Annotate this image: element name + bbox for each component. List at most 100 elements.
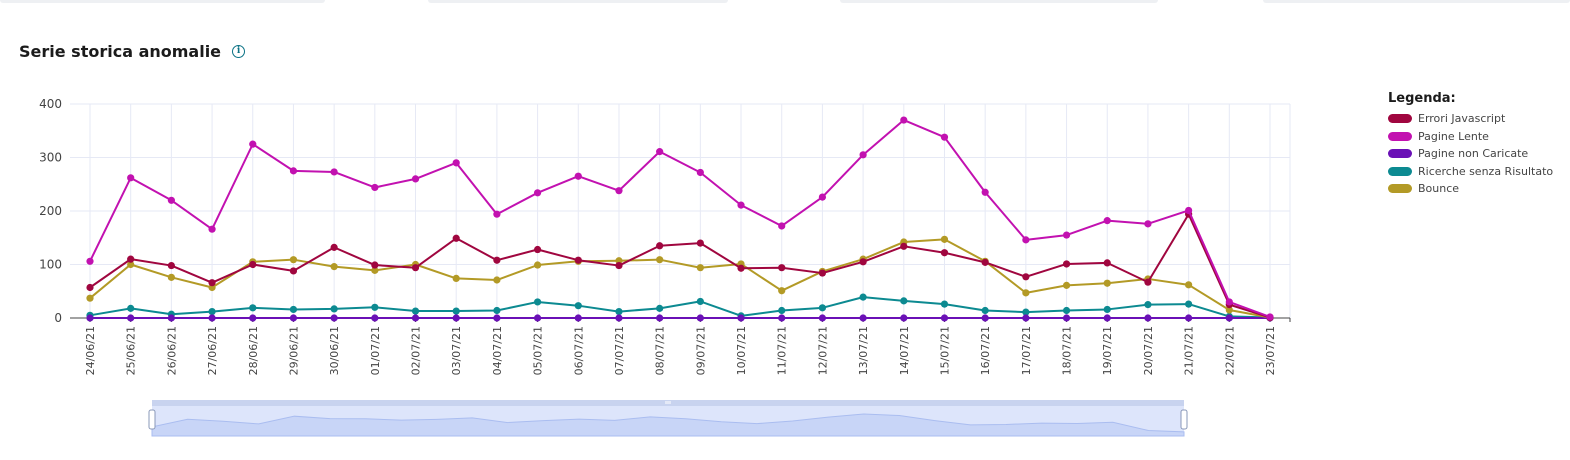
data-point bbox=[533, 245, 542, 254]
chart-series bbox=[86, 116, 1274, 322]
data-point bbox=[696, 239, 704, 247]
data-point bbox=[371, 303, 379, 311]
data-point bbox=[859, 314, 867, 322]
x-tick-label: 05/07/21 bbox=[532, 326, 545, 375]
data-point bbox=[778, 287, 786, 295]
data-point bbox=[656, 242, 664, 250]
data-point bbox=[452, 307, 460, 315]
x-axis: 24/06/21 25/06/21 26/06/21 27/06/21 28/06/21… bbox=[70, 317, 1291, 375]
data-point bbox=[940, 300, 949, 308]
data-point bbox=[818, 304, 827, 312]
series-line bbox=[89, 238, 1271, 319]
data-point bbox=[289, 256, 298, 264]
y-tick-label: 100 bbox=[39, 258, 62, 272]
data-point bbox=[859, 293, 867, 301]
info-circle-icon[interactable]: i bbox=[232, 45, 246, 58]
data-point bbox=[167, 196, 175, 204]
data-point bbox=[1225, 306, 1233, 314]
x-tick-label: 07/07/21 bbox=[613, 326, 626, 375]
x-tick-label: 10/07/21 bbox=[735, 326, 748, 375]
data-point bbox=[249, 140, 257, 148]
data-point bbox=[737, 201, 745, 209]
data-point bbox=[778, 264, 786, 272]
data-point bbox=[1144, 220, 1152, 228]
data-point bbox=[249, 260, 257, 269]
legend-item[interactable]: Pagine non Caricate bbox=[1388, 145, 1553, 163]
data-point bbox=[1062, 314, 1071, 322]
data-point bbox=[371, 266, 379, 274]
legend-swatch bbox=[1388, 114, 1412, 124]
data-point bbox=[656, 314, 664, 322]
data-point bbox=[1062, 231, 1071, 239]
y-tick-label: 300 bbox=[39, 151, 62, 165]
data-point bbox=[1022, 289, 1030, 297]
series-line bbox=[89, 119, 1271, 318]
data-point bbox=[1022, 273, 1030, 281]
data-point bbox=[696, 264, 704, 272]
legend-swatch bbox=[1388, 131, 1412, 141]
legend-item[interactable]: Errori Javascript bbox=[1388, 110, 1553, 128]
x-tick-label: 19/07/21 bbox=[1101, 326, 1114, 375]
data-point bbox=[330, 243, 338, 251]
data-point bbox=[86, 314, 94, 322]
section-title: Serie storica anomalie bbox=[19, 42, 222, 61]
zoom-brush bbox=[148, 400, 1188, 437]
data-point bbox=[411, 264, 420, 272]
legend: Legenda: Errori Javascript Pagine Lente Pa… bbox=[1388, 91, 1553, 198]
data-point bbox=[696, 297, 704, 306]
data-point bbox=[818, 193, 827, 201]
data-point bbox=[818, 314, 827, 322]
data-point bbox=[1185, 314, 1193, 322]
data-point bbox=[1225, 298, 1233, 306]
data-point bbox=[330, 314, 338, 322]
legend-item[interactable]: Pagine Lente bbox=[1388, 128, 1553, 146]
data-point bbox=[411, 307, 420, 315]
x-tick-label: 11/07/21 bbox=[776, 326, 789, 375]
data-point bbox=[452, 234, 460, 242]
kpi-card bbox=[0, 0, 325, 3]
data-point bbox=[86, 283, 94, 292]
x-tick-label: 21/07/21 bbox=[1183, 326, 1196, 375]
data-point bbox=[1144, 314, 1152, 322]
data-point bbox=[615, 261, 623, 270]
legend-item[interactable]: Ricerche senza Risultato bbox=[1388, 163, 1553, 181]
data-point bbox=[778, 222, 786, 230]
data-point bbox=[940, 133, 949, 141]
legend-label: Pagine non Caricate bbox=[1418, 147, 1529, 161]
data-point bbox=[859, 151, 867, 159]
x-tick-label: 14/07/21 bbox=[898, 326, 911, 375]
data-point bbox=[1103, 279, 1111, 287]
x-tick-label: 12/07/21 bbox=[816, 326, 829, 375]
legend-swatch bbox=[1388, 149, 1412, 159]
x-tick-label: 22/07/21 bbox=[1223, 326, 1236, 375]
brush-grip[interactable] bbox=[665, 401, 671, 404]
brush-series-area bbox=[151, 413, 1185, 437]
data-point bbox=[493, 210, 501, 218]
y-tick-label: 200 bbox=[39, 204, 62, 218]
y-tick-label: 0 bbox=[54, 311, 62, 325]
x-tick-label: 08/07/21 bbox=[654, 326, 667, 375]
x-tick-label: 02/07/21 bbox=[410, 326, 423, 375]
brush-handle-right[interactable] bbox=[1180, 409, 1188, 430]
legend-item[interactable]: Bounce bbox=[1388, 180, 1553, 198]
data-point bbox=[1022, 236, 1030, 244]
data-point bbox=[86, 257, 94, 265]
brush-handle-left[interactable] bbox=[148, 409, 156, 430]
legend-title: Legenda: bbox=[1388, 91, 1456, 106]
data-point bbox=[371, 183, 379, 192]
data-point bbox=[208, 279, 216, 287]
section-header: Serie storica anomalie i bbox=[19, 42, 246, 61]
data-point bbox=[127, 304, 135, 312]
data-point bbox=[1022, 314, 1030, 322]
x-tick-label: 28/06/21 bbox=[247, 326, 260, 375]
data-point bbox=[493, 314, 501, 322]
data-point bbox=[411, 314, 420, 322]
data-point bbox=[778, 306, 786, 315]
y-axis: 0 100 200 300 400 bbox=[39, 97, 62, 325]
data-point bbox=[86, 294, 94, 302]
data-point bbox=[574, 172, 582, 180]
series-line bbox=[89, 213, 1271, 319]
data-point bbox=[1062, 260, 1071, 268]
data-point bbox=[1144, 278, 1152, 286]
x-tick-label: 29/06/21 bbox=[287, 326, 300, 375]
